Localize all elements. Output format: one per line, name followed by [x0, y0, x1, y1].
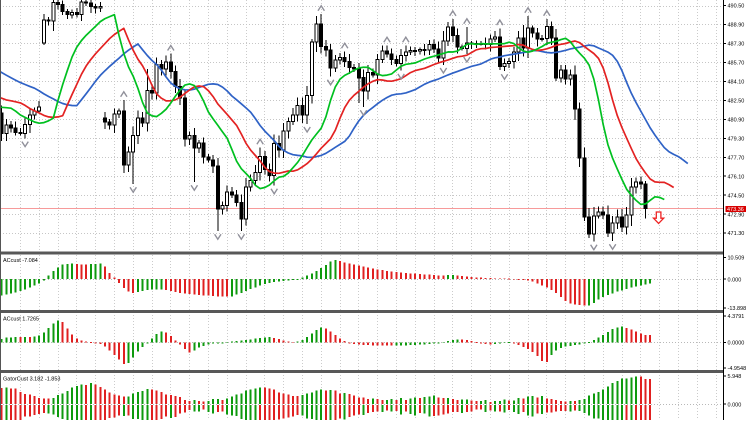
svg-text:4.3791: 4.3791	[728, 314, 745, 320]
svg-text:5.948: 5.948	[728, 374, 742, 380]
svg-text:488.90: 488.90	[728, 23, 745, 29]
svg-text:-4.9548: -4.9548	[728, 366, 747, 372]
svg-text:ACcust 1.7265: ACcust 1.7265	[3, 317, 39, 323]
svg-text:480.90: 480.90	[728, 117, 745, 123]
svg-text:0.0000: 0.0000	[728, 341, 745, 347]
svg-text:GatorCust 3.182 -1.853: GatorCust 3.182 -1.853	[3, 377, 60, 383]
svg-text:490.50: 490.50	[728, 4, 745, 10]
svg-text:-13.898: -13.898	[728, 306, 747, 312]
svg-text:484.10: 484.10	[728, 79, 745, 85]
svg-text:476.10: 476.10	[728, 174, 745, 180]
svg-text:474.50: 474.50	[728, 193, 745, 199]
svg-text:482.50: 482.50	[728, 98, 745, 104]
svg-text:485.70: 485.70	[728, 61, 745, 67]
svg-text:471.30: 471.30	[728, 231, 745, 237]
svg-text:472.90: 472.90	[728, 212, 745, 218]
svg-text:ACcust -7.084: ACcust -7.084	[3, 258, 38, 264]
svg-text:487.30: 487.30	[728, 42, 745, 48]
svg-text:473.36: 473.36	[727, 207, 744, 213]
svg-text:477.70: 477.70	[728, 155, 745, 161]
svg-text:10.509: 10.509	[728, 256, 745, 262]
svg-text:0.000: 0.000	[728, 277, 742, 283]
svg-text:0.000: 0.000	[728, 402, 742, 408]
svg-text:479.30: 479.30	[728, 136, 745, 142]
